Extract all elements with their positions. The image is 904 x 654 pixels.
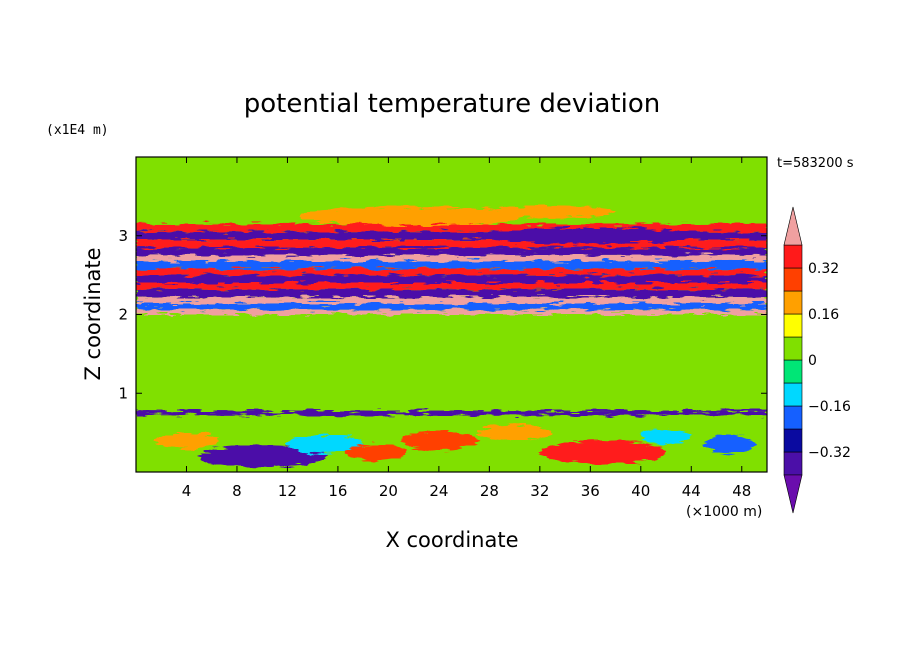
x-tick-label: 36: [581, 482, 600, 500]
time-label: t=583200 s: [777, 156, 854, 171]
plot-area: [136, 157, 767, 472]
x-tick-label: 16: [328, 482, 347, 500]
colorbar-segment: [783, 359, 803, 384]
x-tick-label: 8: [232, 482, 242, 500]
colorbar-segment: [783, 428, 803, 453]
contour-blob-8: [476, 424, 553, 441]
contour-band-2: [136, 239, 767, 248]
contour-band-8: [136, 283, 767, 290]
contour-blob-6: [401, 431, 477, 450]
colorbar-label: −0.32: [808, 445, 851, 461]
y-tick-label: 1: [118, 384, 128, 402]
contour-blob-9: [287, 434, 364, 454]
colorbar-segment: [783, 244, 803, 269]
y-axis-label: Z coordinate: [81, 247, 105, 380]
contour-blob-5: [703, 434, 755, 454]
contour-blob-1: [489, 205, 616, 219]
contour-blob-2: [476, 227, 704, 244]
colorbar-segment: [783, 290, 803, 315]
contour-band-13: [136, 410, 767, 416]
colorbar-segment: [783, 405, 803, 430]
contour-band-12: [136, 309, 767, 315]
colorbar-segment: [783, 267, 803, 292]
y-tick-label: 3: [118, 227, 128, 245]
colorbar-label: −0.16: [808, 399, 851, 415]
colorbar: 0.32 0.16 0 −0.16 −0.32: [783, 206, 851, 514]
y-axis: 1 2 3: [118, 227, 767, 402]
chart-title: potential temperature deviation: [244, 89, 660, 119]
colorbar-segment: [783, 313, 803, 338]
x-axis: 4 8 12 16 20 24 28 32 36 40 44 48: [182, 157, 751, 500]
colorbar-label: 0: [808, 353, 817, 369]
contour-band-6: [136, 268, 767, 276]
colorbar-extend-low: [783, 474, 803, 514]
mid-field: [136, 314, 767, 411]
colorbar-segment: [783, 336, 803, 361]
x-tick-label: 44: [682, 482, 701, 500]
colorbar-label: 0.16: [808, 307, 839, 323]
x-tick-label: 20: [379, 482, 398, 500]
contour-band-11: [136, 303, 767, 310]
x-tick-label: 32: [530, 482, 549, 500]
colorbar-label: 0.32: [808, 261, 839, 277]
contour-band-4: [136, 255, 767, 261]
contour-band-3: [136, 247, 767, 256]
contour-blob-7: [154, 432, 219, 449]
contour-blob-4: [539, 440, 667, 465]
contour-band-1: [136, 231, 767, 240]
colorbar-extend-high: [783, 206, 803, 246]
contour-band-0: [136, 223, 767, 232]
y-tick-label: 2: [118, 306, 128, 324]
contour-band-7: [136, 275, 767, 283]
y-unit-label: (x1E4 m): [46, 123, 109, 138]
x-axis-label: X coordinate: [385, 528, 518, 552]
contour-blob-10: [344, 444, 408, 461]
colorbar-segment: [783, 451, 803, 476]
contour-blob-11: [640, 428, 692, 445]
x-tick-label: 28: [480, 482, 499, 500]
x-tick-label: 40: [631, 482, 650, 500]
colorbar-segment: [783, 382, 803, 407]
contour-band-9: [136, 289, 767, 298]
x-tick-label: 12: [278, 482, 297, 500]
x-tick-label: 4: [182, 482, 192, 500]
x-tick-label: 48: [732, 482, 751, 500]
contour-band-5: [136, 260, 767, 269]
contour-blob-3: [199, 445, 326, 468]
contour-band-10: [136, 297, 767, 304]
x-unit-label: (×1000 m): [686, 504, 762, 520]
contour-blob-0: [300, 206, 528, 226]
x-tick-label: 24: [429, 482, 448, 500]
